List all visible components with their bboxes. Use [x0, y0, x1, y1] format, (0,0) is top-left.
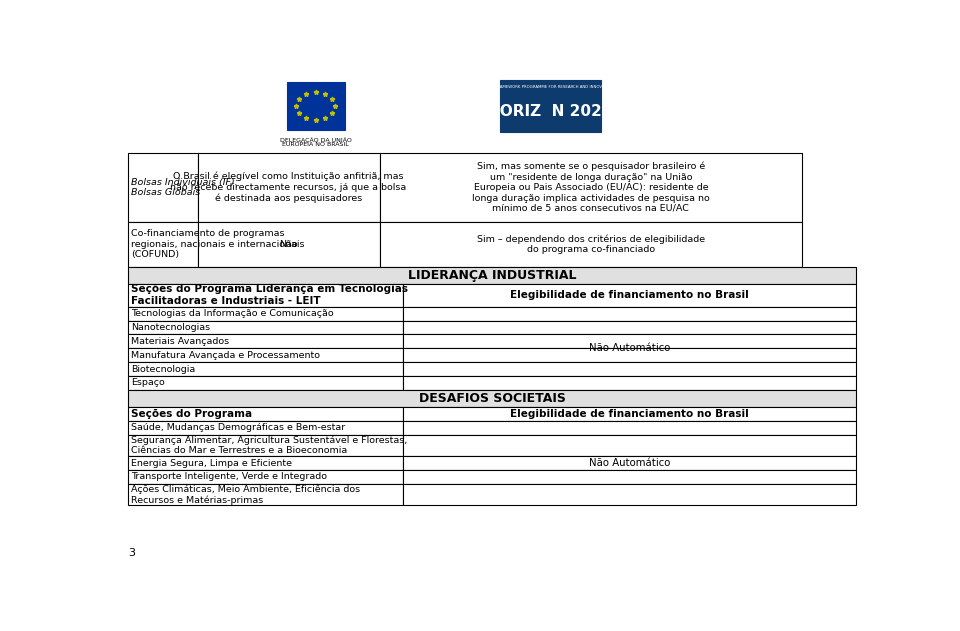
Text: Saúde, Mudanças Demográficas e Bem-estar: Saúde, Mudanças Demográficas e Bem-estar [131, 423, 345, 432]
Text: LIDERANÇA INDUSTRIAL: LIDERANÇA INDUSTRIAL [408, 269, 576, 281]
Text: Materiais Avançados: Materiais Avançados [131, 337, 229, 346]
Bar [128, 407, 403, 421]
Text: THE FRAMEWORK PROGRAMME FOR RESEARCH AND INNOVATION: THE FRAMEWORK PROGRAMME FOR RESEARCH AND… [487, 85, 614, 88]
Text: Não Automático: Não Automático [588, 458, 670, 468]
Text: DESAFIOS SOCIETAIS: DESAFIOS SOCIETAIS [419, 392, 565, 405]
Bar [128, 283, 403, 307]
Bar [128, 470, 403, 484]
Bar [128, 321, 403, 334]
Bar [198, 153, 379, 222]
Bar [128, 348, 403, 362]
Bar [128, 376, 403, 390]
Bar [403, 376, 856, 390]
Bar [128, 267, 856, 283]
Bar [403, 283, 856, 307]
Text: Energia Segura, Limpa e Eficiente: Energia Segura, Limpa e Eficiente [131, 459, 292, 468]
Text: Não: Não [279, 240, 298, 249]
Text: DELEGAÇÃO DA UNIÃO: DELEGAÇÃO DA UNIÃO [279, 138, 351, 143]
Text: Ações Climáticas, Meio Ambiente, Eficiência dos
Recursos e Matérias-primas: Ações Climáticas, Meio Ambiente, Eficiên… [131, 485, 360, 505]
Bar [379, 153, 802, 222]
Bar [403, 334, 856, 348]
Text: Bolsas Individuais (IF):
Bolsas Globais: Bolsas Individuais (IF): Bolsas Globais [131, 178, 238, 197]
Text: Seções do Programa: Seções do Programa [131, 409, 252, 419]
Bar [128, 484, 403, 505]
Text: O Brasil é elegível como Instituição anfitriã, mas
não recebe directamente recur: O Brasil é elegível como Instituição anf… [171, 172, 407, 203]
Text: Elegibilidade de financiamento no Brasil: Elegibilidade de financiamento no Brasil [510, 409, 749, 419]
Text: Sim – dependendo dos critérios de elegibilidade
do programa co-financiado: Sim – dependendo dos critérios de elegib… [477, 234, 705, 254]
Bar [403, 484, 856, 505]
Bar [128, 362, 403, 376]
Text: Não Automático: Não Automático [588, 343, 670, 353]
Text: Co-financiamento de programas
regionais, nacionais e internacionais
(COFUND): Co-financiamento de programas regionais,… [131, 230, 304, 259]
Bar [403, 362, 856, 376]
Bar [403, 321, 856, 334]
Bar [128, 307, 403, 321]
Bar [403, 407, 856, 421]
Text: Biotecnologia: Biotecnologia [131, 365, 195, 374]
Bar [128, 390, 856, 407]
Bar [128, 222, 198, 267]
Bar [128, 421, 403, 435]
Text: 3: 3 [128, 548, 134, 558]
Bar [403, 456, 856, 470]
Text: Manufatura Avançada e Processamento: Manufatura Avançada e Processamento [131, 351, 320, 360]
Bar [128, 153, 198, 222]
Text: Nanotecnologias: Nanotecnologias [131, 323, 210, 332]
Text: HORIZ  N 2020: HORIZ N 2020 [488, 104, 612, 119]
Text: EUROPEIA NO BRASIL: EUROPEIA NO BRASIL [282, 142, 349, 147]
Text: Elegibilidade de financiamento no Brasil: Elegibilidade de financiamento no Brasil [510, 290, 749, 300]
Bar [403, 470, 856, 484]
Bar [403, 421, 856, 435]
Text: Seções do Programa Liderança em Tecnologias
Facilitadoras e Industriais - LEIT: Seções do Programa Liderança em Tecnolog… [131, 285, 408, 306]
Bar [287, 82, 345, 129]
Text: Sim, mas somente se o pesquisador brasileiro é
um "residente de longa duração" n: Sim, mas somente se o pesquisador brasil… [472, 162, 709, 213]
Bar [500, 80, 601, 132]
Bar [198, 222, 379, 267]
Text: Segurança Alimentar, Agricultura Sustentável e Florestas,
Ciências do Mar e Terr: Segurança Alimentar, Agricultura Sustent… [131, 435, 407, 455]
Text: Tecnologias da Informação e Comunicação: Tecnologias da Informação e Comunicação [131, 309, 333, 318]
Bar [403, 307, 856, 321]
Text: Espaço: Espaço [131, 379, 164, 387]
Bar [128, 435, 403, 456]
Bar [403, 435, 856, 456]
Bar [403, 348, 856, 362]
Bar [379, 222, 802, 267]
Bar [128, 334, 403, 348]
Bar [128, 456, 403, 470]
Text: Transporte Inteligente, Verde e Integrado: Transporte Inteligente, Verde e Integrad… [131, 473, 326, 481]
